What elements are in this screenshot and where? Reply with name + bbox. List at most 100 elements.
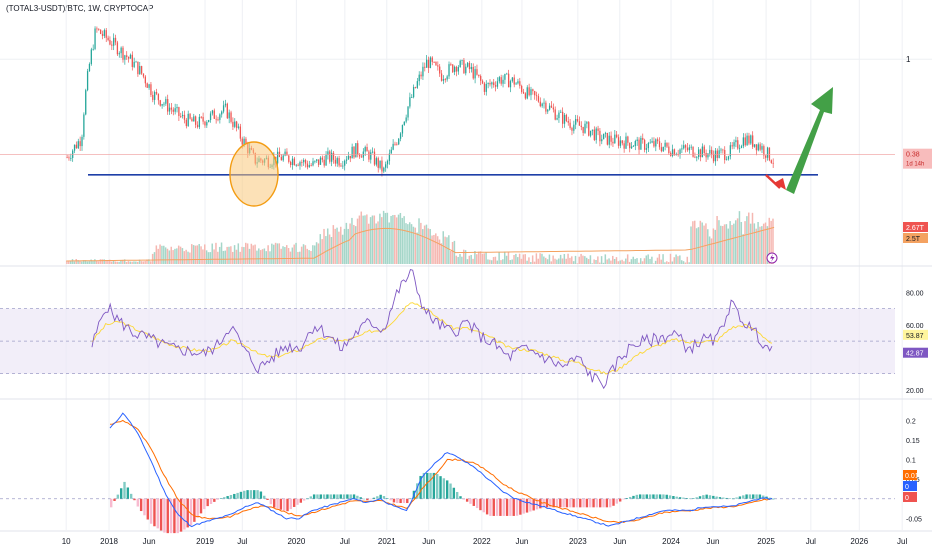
volume-bar <box>222 250 225 264</box>
macd-histogram-bar <box>436 474 439 499</box>
volume-bar <box>427 228 430 264</box>
macd-value-label: 0 <box>903 492 917 502</box>
macd-histogram-bar <box>416 483 419 499</box>
macd-histogram-bar <box>136 498 140 507</box>
volume-bar <box>490 260 493 264</box>
candle-body <box>686 147 689 151</box>
last-price-value: 0.38 <box>906 152 920 159</box>
candle-body <box>368 151 370 160</box>
candle-body <box>658 141 661 148</box>
volume-bar <box>340 226 342 264</box>
volume-bar <box>308 250 310 264</box>
volume-bar <box>326 228 329 264</box>
macd-histogram-bar <box>499 498 502 516</box>
candle-body <box>569 122 571 128</box>
candle-body <box>299 162 301 166</box>
macd-histogram-bar <box>319 494 322 499</box>
volume-bar <box>243 247 245 264</box>
volume-bar <box>770 220 772 264</box>
volume-bar <box>278 243 281 264</box>
volume-bar <box>353 224 355 264</box>
candle-body <box>616 134 618 138</box>
candle-body <box>761 146 763 150</box>
candle-body <box>759 144 761 150</box>
candle-body <box>116 42 119 55</box>
candle-body <box>766 147 769 158</box>
candle-body <box>608 135 610 145</box>
volume-bar <box>708 236 711 264</box>
volume-bar <box>159 244 161 264</box>
candle-body <box>424 66 426 68</box>
macd-histogram-bar <box>286 498 289 512</box>
volume-bar <box>647 254 649 264</box>
macd-histogram-bar <box>223 497 226 499</box>
volume-bar <box>626 254 629 264</box>
macd-tick-label: 0.05 <box>906 477 920 484</box>
volume-bar <box>177 245 180 264</box>
macd-histogram-bar <box>322 494 326 499</box>
candle-body <box>711 149 713 155</box>
volume-bar <box>164 247 167 264</box>
macd-histogram-bar <box>392 498 396 503</box>
candle-body <box>435 61 437 66</box>
candle-body <box>385 164 387 168</box>
candle-body <box>245 138 247 144</box>
time-tick-label: Jun <box>613 537 626 546</box>
candle-body <box>722 149 724 151</box>
macd-value-label: 0 <box>903 481 917 491</box>
volume-bar <box>589 255 592 264</box>
volume-bar <box>632 256 635 264</box>
candle-body <box>118 53 120 55</box>
candle-body <box>375 158 378 165</box>
candle-body <box>504 73 506 80</box>
time-tick-label: 2025 <box>757 537 775 546</box>
volume-bar <box>710 238 713 264</box>
candle-body <box>725 159 728 161</box>
candle-body <box>286 151 288 156</box>
volume-bar <box>300 246 303 264</box>
macd-histogram-bar <box>515 498 519 516</box>
candle-body <box>679 149 681 155</box>
candle-body <box>534 91 536 96</box>
candle-body <box>411 97 413 98</box>
candle-body <box>92 48 94 50</box>
macd-histogram-bar <box>482 498 485 513</box>
volume-bar <box>518 253 521 264</box>
volume-bar <box>438 239 441 264</box>
volume-bar <box>509 260 512 264</box>
volume-bar <box>487 259 489 264</box>
candle-body <box>752 135 754 147</box>
macd-histogram-bar <box>469 498 472 504</box>
candle-body <box>176 107 178 109</box>
volume-bar <box>748 212 750 264</box>
macd-value: 0.01 <box>905 473 919 480</box>
volume-bar <box>377 221 379 264</box>
macd-histogram-bar <box>702 495 705 499</box>
macd-histogram-bar <box>632 495 635 499</box>
macd-histogram-bar <box>229 495 233 499</box>
volume-bar <box>319 234 322 264</box>
volume-bar <box>176 248 178 264</box>
volume-bar <box>231 251 234 264</box>
volume-bar <box>699 220 702 264</box>
volume-bar <box>664 262 666 264</box>
macd-histogram-bar <box>768 497 772 499</box>
candle-body <box>401 124 404 134</box>
macd-histogram-bar <box>399 498 402 504</box>
candle-body <box>433 61 435 63</box>
volume-bar <box>585 257 588 264</box>
volume-bar <box>567 253 569 264</box>
volume-bar <box>761 226 763 264</box>
volume-bar <box>371 215 374 264</box>
volume-bar <box>379 213 381 264</box>
candle-body <box>96 28 98 30</box>
candle-body <box>194 116 197 125</box>
volume-bar <box>653 263 655 264</box>
volume-bar <box>498 252 500 264</box>
volume-bar <box>105 260 107 264</box>
candle-body <box>729 145 731 157</box>
macd-histogram-bar <box>149 498 153 524</box>
candle-body <box>174 108 176 112</box>
candle-body <box>576 119 579 122</box>
